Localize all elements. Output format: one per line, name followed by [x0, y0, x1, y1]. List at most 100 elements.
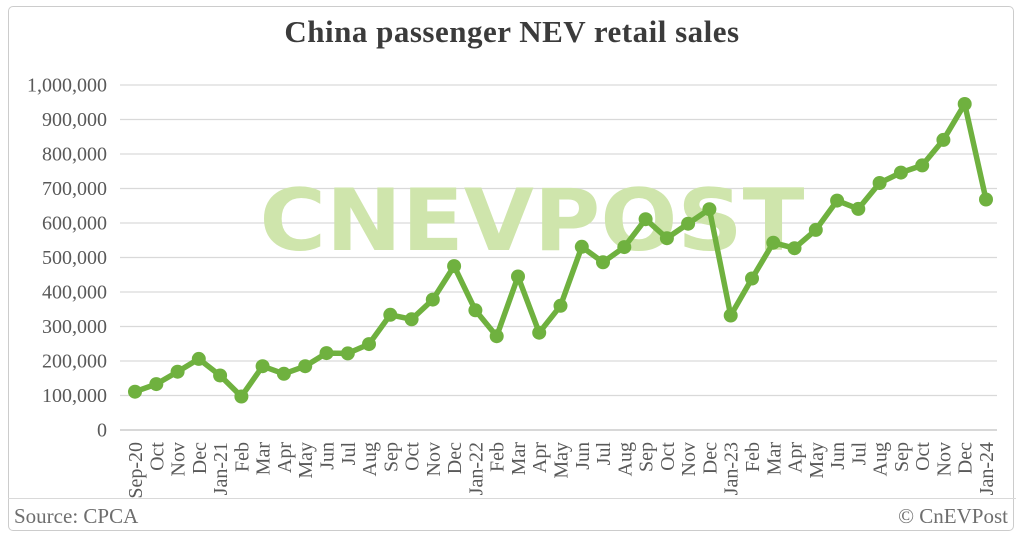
cnevpost-watermark: CNEVPOST: [260, 171, 805, 271]
x-axis-tick-label: Sep: [380, 442, 402, 472]
data-point: [447, 259, 462, 274]
x-axis-tick-label: Jan-21: [210, 442, 232, 495]
data-point: [723, 308, 738, 323]
x-axis-tick-label: May: [551, 442, 573, 479]
x-axis-tick-label: Feb: [487, 442, 509, 472]
data-point: [191, 351, 206, 366]
x-axis-tick-label: Apr: [274, 442, 296, 473]
data-point: [702, 202, 717, 217]
data-point: [276, 366, 291, 381]
data-point: [787, 241, 802, 256]
data-point: [255, 359, 270, 374]
x-axis-tick-label: Jan-23: [721, 442, 743, 495]
footer-divider: [8, 498, 1016, 499]
x-axis-tick-label: Nov: [168, 442, 190, 476]
data-point: [957, 97, 972, 111]
data-point: [340, 346, 355, 361]
y-axis-tick-label: 0: [97, 420, 107, 442]
y-axis-tick-label: 300,000: [42, 316, 107, 338]
chart-card-frame: [8, 6, 1014, 531]
data-point: [511, 269, 525, 284]
data-point: [468, 303, 483, 318]
data-point: [638, 212, 653, 227]
y-axis-tick-label: 800,000: [42, 144, 107, 166]
x-axis-tick-label: Jul: [338, 442, 360, 466]
x-axis-tick-label: Jan-22: [465, 442, 487, 495]
y-axis-tick-label: 500,000: [42, 247, 107, 269]
data-point: [553, 298, 568, 313]
data-point: [574, 239, 589, 254]
x-axis-tick-label: Apr: [785, 442, 807, 473]
data-point: [915, 158, 930, 173]
x-axis-tick-label: Feb: [742, 442, 764, 472]
x-axis-tick-label: Oct: [657, 442, 679, 471]
data-point: [893, 165, 908, 180]
data-point: [596, 255, 610, 270]
chart-title: China passenger NEV retail sales: [284, 14, 740, 49]
x-axis-tick-label: Oct: [912, 442, 934, 471]
x-axis-tick-label: Sep-20: [125, 442, 147, 499]
data-point: [128, 384, 142, 399]
x-axis-tick-label: Aug: [359, 442, 381, 476]
data-point: [979, 192, 993, 207]
data-point: [851, 201, 866, 216]
data-point: [830, 193, 845, 208]
data-point: [659, 231, 674, 246]
data-point: [362, 337, 376, 352]
x-axis-tick-label: Dec: [955, 442, 977, 474]
data-point: [298, 359, 313, 374]
x-axis-tick-label: Aug: [614, 442, 636, 476]
y-axis-tick-label: 100,000: [42, 385, 107, 407]
y-axis-tick-label: 700,000: [42, 178, 107, 200]
x-axis-tick-label: Feb: [231, 442, 253, 472]
x-axis-tick-label: May: [806, 442, 828, 479]
y-axis-tick-label: 600,000: [42, 213, 107, 235]
data-point: [936, 132, 951, 147]
x-axis-tick-label: Jul: [848, 442, 870, 466]
x-axis-tick-label: Oct: [402, 442, 424, 471]
y-axis-tick-label: 900,000: [42, 109, 107, 131]
x-axis-tick-label: Mar: [508, 442, 530, 476]
source-label: Source: CPCA: [14, 504, 139, 528]
copyright-label: © CnEVPost: [898, 504, 1008, 528]
x-axis-tick-label: Nov: [678, 442, 700, 476]
data-point: [681, 216, 696, 231]
data-point: [489, 329, 504, 344]
data-point: [149, 377, 164, 392]
x-axis-tick-label: Sep: [636, 442, 658, 472]
x-axis-tick-label: Mar: [253, 442, 275, 476]
x-axis-tick-label: Jun: [317, 442, 339, 470]
y-axis-tick-label: 1,000,000: [27, 75, 107, 97]
x-axis-tick-label: Dec: [189, 442, 211, 474]
data-point: [425, 292, 440, 307]
x-axis-tick-label: May: [295, 442, 317, 479]
data-point: [170, 364, 185, 379]
x-axis-tick-label: Aug: [870, 442, 892, 476]
data-point: [234, 389, 249, 404]
data-point: [872, 176, 887, 190]
x-axis-tick-label: Nov: [423, 442, 445, 476]
x-axis-tick-label: Jun: [827, 442, 849, 470]
data-point: [766, 235, 781, 250]
x-axis-tick-label: Jun: [572, 442, 594, 470]
data-point: [404, 312, 419, 327]
data-point: [617, 240, 632, 255]
x-axis-tick-label: Oct: [146, 442, 168, 471]
y-axis-tick-label: 400,000: [42, 282, 107, 304]
y-axis-tick-label: 200,000: [42, 351, 107, 373]
x-axis-tick-label: Dec: [444, 442, 466, 474]
x-axis-tick-label: Sep: [891, 442, 913, 472]
data-point: [745, 271, 759, 286]
x-axis-tick-label: Jul: [593, 442, 615, 466]
x-axis-tick-label: Mar: [763, 442, 785, 476]
x-axis-tick-label: Dec: [699, 442, 721, 474]
data-point: [383, 307, 398, 322]
data-point: [319, 346, 334, 361]
x-axis-tick-label: Nov: [933, 442, 955, 476]
x-axis-tick-label: Jan-24: [976, 442, 998, 495]
x-axis-tick-label: Apr: [529, 442, 551, 473]
data-point: [808, 222, 823, 237]
data-point: [213, 368, 228, 383]
